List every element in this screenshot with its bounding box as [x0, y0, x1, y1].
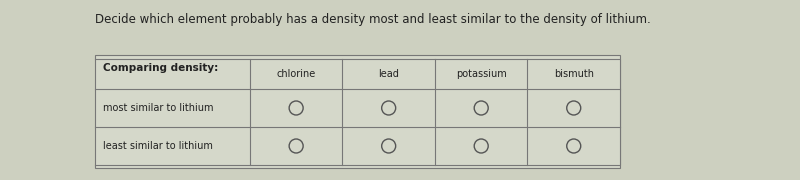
Text: most similar to lithium: most similar to lithium — [103, 103, 214, 113]
Text: bismuth: bismuth — [554, 69, 594, 79]
Text: potassium: potassium — [456, 69, 506, 79]
Bar — [250, 59, 620, 165]
Text: chlorine: chlorine — [277, 69, 316, 79]
Text: Decide which element probably has a density most and least similar to the densit: Decide which element probably has a dens… — [95, 13, 650, 26]
Bar — [95, 55, 620, 168]
Text: Comparing density:: Comparing density: — [103, 63, 218, 73]
Text: least similar to lithium: least similar to lithium — [103, 141, 213, 151]
Text: lead: lead — [378, 69, 399, 79]
